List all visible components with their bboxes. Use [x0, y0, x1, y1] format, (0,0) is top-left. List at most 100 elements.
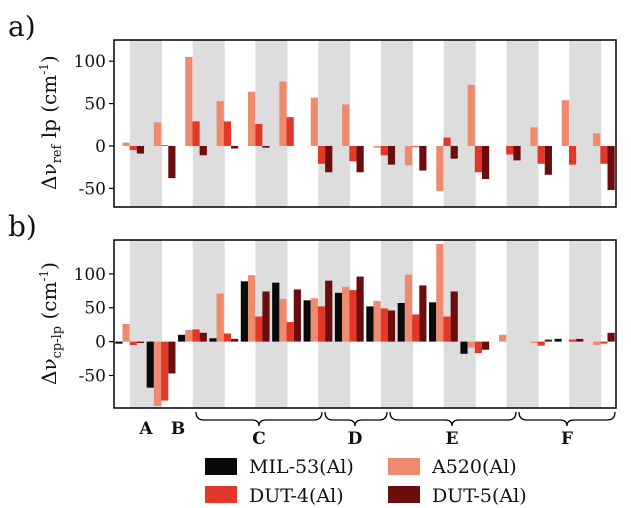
bar-b-mil-53al-0: [115, 341, 123, 344]
panel-b-bars: [115, 244, 615, 406]
panel-a-frame: [113, 39, 617, 208]
group-label-b: B: [171, 419, 185, 439]
panel-a-label: a): [8, 10, 36, 43]
ytick-label-a-1: 0: [95, 137, 106, 157]
bar-a-dut-5al-9: [419, 145, 427, 171]
group-label-f: F: [561, 429, 573, 449]
bar-b-dut-5al-11: [482, 341, 490, 350]
bar-b-mil-53al-4: [240, 281, 248, 342]
bar-b-dut-4al-5: [286, 321, 294, 342]
ytick-label-a-3: 100: [74, 52, 106, 72]
bar-b-dut-5al-7: [356, 276, 364, 342]
bar-b-dut-4al-4: [255, 316, 263, 342]
bar-b-a520al-6: [310, 298, 318, 342]
bar-a-a520al-2: [185, 56, 193, 146]
bar-a-dut-4al-7: [349, 145, 357, 162]
bar-b-dut-4al-0: [129, 341, 137, 345]
bar-b-dut-5al-3: [231, 338, 239, 342]
bar-b-a520al-3: [216, 293, 224, 342]
legend-label-a520: A520(Al): [431, 456, 517, 478]
band-b-14: [569, 240, 602, 408]
bar-a-a520al-6: [310, 97, 318, 146]
bar-a-dut-4al-1: [161, 145, 169, 146]
bar-b-dut-4al-6: [317, 306, 326, 342]
brace-c: [195, 411, 323, 427]
panel-b-y-ticks: -50 0 50 100: [74, 265, 114, 386]
bar-a-a520al-3: [216, 101, 224, 146]
panel-b-ylabel: Δνcp-lp (cm-1): [37, 262, 65, 385]
bar-b-dut-5al-8: [387, 310, 396, 342]
panel-b-label: b): [8, 210, 37, 243]
group-label-d: D: [348, 429, 363, 449]
bar-b-dut-5al-15: [607, 332, 615, 342]
bar-b-dut-5al-6: [325, 280, 333, 342]
panel-a-bars: [122, 56, 615, 191]
legend-swatch-dut-5: [388, 486, 420, 503]
band-a-8: [381, 40, 413, 207]
bar-b-dut-4al-7: [349, 290, 357, 342]
ytick-label-b-2: 50: [84, 299, 106, 319]
bar-a-dut-5al-6: [325, 145, 333, 173]
bar-a-dut-4al-13: [537, 145, 545, 164]
bar-b-dut-5al-13: [544, 339, 552, 342]
bar-a-dut-4al-14: [568, 145, 577, 165]
group-labels: A B C D E F: [138, 411, 616, 449]
bar-b-dut-5al-10: [450, 291, 458, 342]
bar-a-dut-5al-2: [199, 145, 207, 156]
bar-a-a520al-5: [279, 81, 287, 146]
bar-a-dut-4al-9: [412, 145, 420, 147]
bar-b-a520al-1: [153, 341, 162, 406]
bar-b-a520al-2: [185, 330, 193, 342]
legend-item-mil-53: MIL-53(Al): [205, 456, 354, 478]
brace-f: [518, 411, 616, 427]
group-label-c: C: [252, 429, 266, 449]
bar-b-mil-53al-2: [178, 334, 186, 342]
bar-b-a520al-0: [122, 324, 130, 342]
legend: MIL-53(Al) A520(Al) DUT-4(Al) DUT-5(Al): [205, 456, 527, 507]
group-label-e: E: [446, 429, 459, 449]
legend-label-mil-53: MIL-53(Al): [249, 456, 354, 478]
bar-a-dut-4al-3: [223, 121, 232, 146]
brace-d: [324, 411, 388, 427]
bar-b-dut-5al-5: [293, 289, 301, 342]
bar-b-dut-5al-0: [136, 341, 145, 343]
panel-a-bands: [130, 40, 602, 207]
bar-b-a520al-15: [593, 341, 601, 345]
bar-b-dut-4al-9: [412, 314, 420, 342]
bar-b-a520al-12: [498, 334, 507, 342]
panel-a-y-ticks: -50 0 50 100: [74, 52, 114, 199]
bar-b-dut-4al-14: [568, 339, 577, 342]
group-label-a: A: [138, 419, 153, 439]
bar-b-dut-4al-13: [537, 341, 545, 346]
legend-item-dut-5: DUT-5(Al): [388, 485, 527, 507]
bar-a-dut-4al-10: [443, 137, 451, 146]
bar-b-a520al-10: [436, 244, 444, 342]
panel-a-ylabel: Δνref lp (cm-1): [37, 55, 65, 190]
legend-item-a520: A520(Al): [388, 456, 517, 478]
bar-a-dut-5al-10: [450, 145, 458, 159]
bar-a-dut-5al-3: [231, 145, 239, 149]
bar-b-dut-4al-1: [161, 341, 169, 401]
bar-b-dut-5al-14: [576, 338, 584, 342]
brace-e: [389, 411, 517, 427]
bar-b-mil-53al-1: [146, 341, 154, 388]
bar-b-a520al-13: [530, 341, 538, 343]
bar-b-dut-5al-4: [262, 291, 270, 342]
bar-b-dut-4al-11: [474, 341, 483, 354]
bar-b-mil-53al-7: [334, 292, 343, 342]
band-b-12: [506, 240, 539, 408]
bar-b-a520al-9: [404, 274, 413, 342]
bar-a-dut-5al-4: [262, 145, 270, 148]
legend-label-dut-5: DUT-5(Al): [432, 485, 527, 507]
bar-a-dut-4al-15: [600, 145, 608, 164]
bar-a-dut-5al-8: [387, 145, 396, 165]
panel-b: b) -50 0 50 100 Δνcp-lp (cm-1): [8, 210, 617, 409]
bar-a-dut-4al-8: [380, 145, 388, 156]
band-a-14: [569, 40, 602, 207]
bar-b-mil-53al-10: [429, 302, 437, 342]
bar-a-a520al-0: [122, 142, 130, 146]
bar-a-dut-4al-12: [506, 145, 514, 155]
bar-a-a520al-1: [153, 122, 162, 146]
bar-a-a520al-10: [436, 145, 444, 191]
